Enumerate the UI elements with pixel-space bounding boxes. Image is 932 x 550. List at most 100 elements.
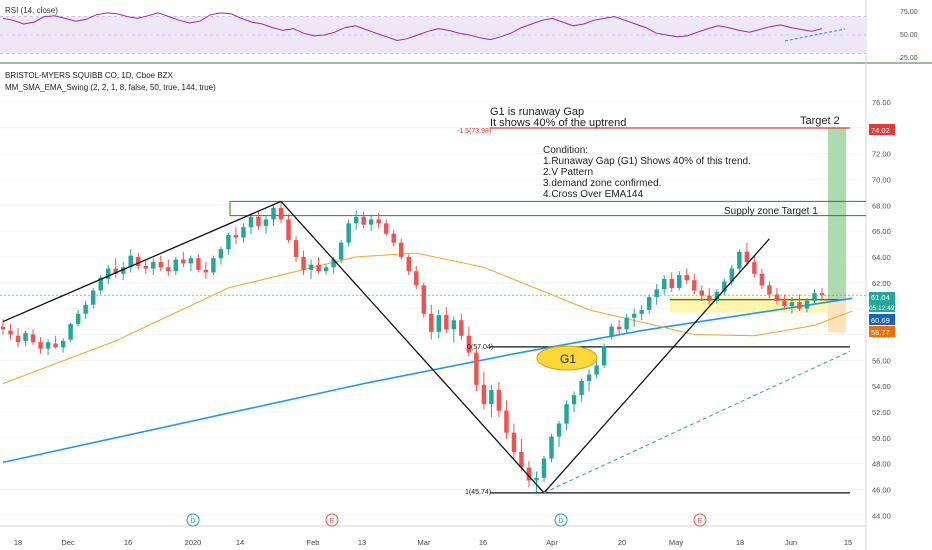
condition-4[interactable]: 4.Cross Over EMA144: [543, 189, 643, 200]
candle[interactable]: [519, 439, 524, 472]
candle[interactable]: [609, 324, 614, 340]
candle[interactable]: [504, 400, 509, 440]
target2-label[interactable]: Target 2: [800, 115, 840, 127]
candle[interactable]: [45, 339, 51, 356]
candle[interactable]: [722, 278, 727, 296]
candle[interactable]: [601, 343, 607, 369]
candle[interactable]: [782, 294, 787, 310]
candle[interactable]: [196, 254, 201, 273]
condition-title[interactable]: Condition:: [543, 145, 588, 156]
candle[interactable]: [120, 262, 126, 281]
candle[interactable]: [323, 264, 329, 276]
candle[interactable]: [489, 384, 494, 418]
candle[interactable]: [53, 335, 58, 349]
candle[interactable]: [151, 258, 156, 276]
candle[interactable]: [8, 324, 13, 340]
candle[interactable]: [301, 250, 306, 276]
price-pane[interactable]: 76.0074.0072.0070.0068.0066.0064.0062.00…: [0, 98, 891, 547]
candle[interactable]: [248, 214, 254, 234]
candle[interactable]: [263, 215, 269, 234]
candle[interactable]: [594, 361, 599, 379]
candle[interactable]: [113, 258, 118, 278]
candle[interactable]: [90, 287, 96, 309]
candle[interactable]: [391, 229, 396, 247]
candle[interactable]: [534, 471, 539, 493]
candle[interactable]: [654, 284, 659, 305]
candle[interactable]: [466, 326, 472, 357]
candle[interactable]: [459, 313, 464, 340]
candle[interactable]: [286, 214, 291, 243]
candle[interactable]: [136, 253, 141, 270]
candle[interactable]: [669, 272, 674, 292]
candle[interactable]: [128, 249, 133, 273]
candle[interactable]: [368, 214, 374, 232]
candle[interactable]: [616, 320, 622, 336]
candle[interactable]: [376, 213, 381, 229]
candle[interactable]: [143, 259, 148, 274]
candle[interactable]: [211, 255, 216, 276]
candle[interactable]: [661, 275, 667, 295]
candle[interactable]: [293, 236, 299, 263]
candle[interactable]: [15, 328, 21, 348]
candle[interactable]: [421, 282, 427, 318]
candle[interactable]: [316, 256, 321, 274]
candle[interactable]: [526, 461, 532, 487]
candle[interactable]: [233, 227, 239, 245]
candle[interactable]: [346, 219, 351, 247]
event-marker[interactable]: [554, 513, 568, 527]
g1-gap-marker[interactable]: [536, 345, 598, 371]
candle[interactable]: [684, 268, 689, 285]
rsi-trendline[interactable]: [784, 28, 846, 42]
candle[interactable]: [444, 307, 449, 334]
swing-line[interactable]: [280, 200, 545, 494]
candle[interactable]: [436, 309, 442, 339]
stop-loss-zone[interactable]: [828, 299, 846, 333]
candle[interactable]: [158, 255, 164, 272]
gap-note-line2[interactable]: It shows 40% of the uptrend: [490, 117, 626, 129]
candle[interactable]: [759, 268, 765, 290]
condition-2[interactable]: 2.V Pattern: [543, 167, 593, 178]
candle[interactable]: [586, 369, 592, 392]
candle[interactable]: [414, 265, 419, 290]
candle[interactable]: [60, 338, 66, 353]
candle[interactable]: [631, 308, 637, 327]
candle[interactable]: [98, 275, 103, 295]
candle[interactable]: [38, 337, 43, 354]
candle[interactable]: [774, 287, 780, 305]
candle[interactable]: [353, 210, 359, 230]
candle[interactable]: [241, 223, 246, 243]
candle[interactable]: [692, 273, 697, 295]
candle[interactable]: [451, 316, 457, 343]
candle[interactable]: [173, 256, 179, 276]
candle[interactable]: [83, 300, 88, 319]
candle[interactable]: [188, 255, 194, 272]
candle[interactable]: [105, 264, 111, 285]
candle[interactable]: [474, 348, 479, 392]
candle[interactable]: [819, 287, 825, 300]
candle[interactable]: [226, 232, 231, 255]
candle[interactable]: [511, 423, 517, 459]
candle[interactable]: [308, 259, 314, 279]
candle[interactable]: [752, 255, 757, 278]
candle[interactable]: [699, 285, 705, 301]
candle[interactable]: [398, 238, 404, 260]
candle[interactable]: [338, 240, 344, 264]
candle[interactable]: [639, 304, 644, 321]
candle[interactable]: [271, 203, 276, 226]
candle[interactable]: [256, 210, 261, 230]
condition-3[interactable]: 3.demand zone confirmed.: [543, 178, 661, 189]
candle[interactable]: [30, 329, 36, 345]
candle[interactable]: [278, 202, 284, 224]
candle[interactable]: [203, 262, 209, 279]
candle[interactable]: [624, 313, 629, 334]
candle[interactable]: [181, 251, 186, 268]
candle[interactable]: [556, 421, 562, 447]
event-marker[interactable]: [693, 513, 707, 527]
candle[interactable]: [361, 211, 366, 229]
candle[interactable]: [579, 378, 584, 402]
candle[interactable]: [797, 294, 802, 312]
candle[interactable]: [23, 330, 28, 347]
event-marker[interactable]: [186, 513, 200, 527]
candle[interactable]: [383, 219, 389, 237]
